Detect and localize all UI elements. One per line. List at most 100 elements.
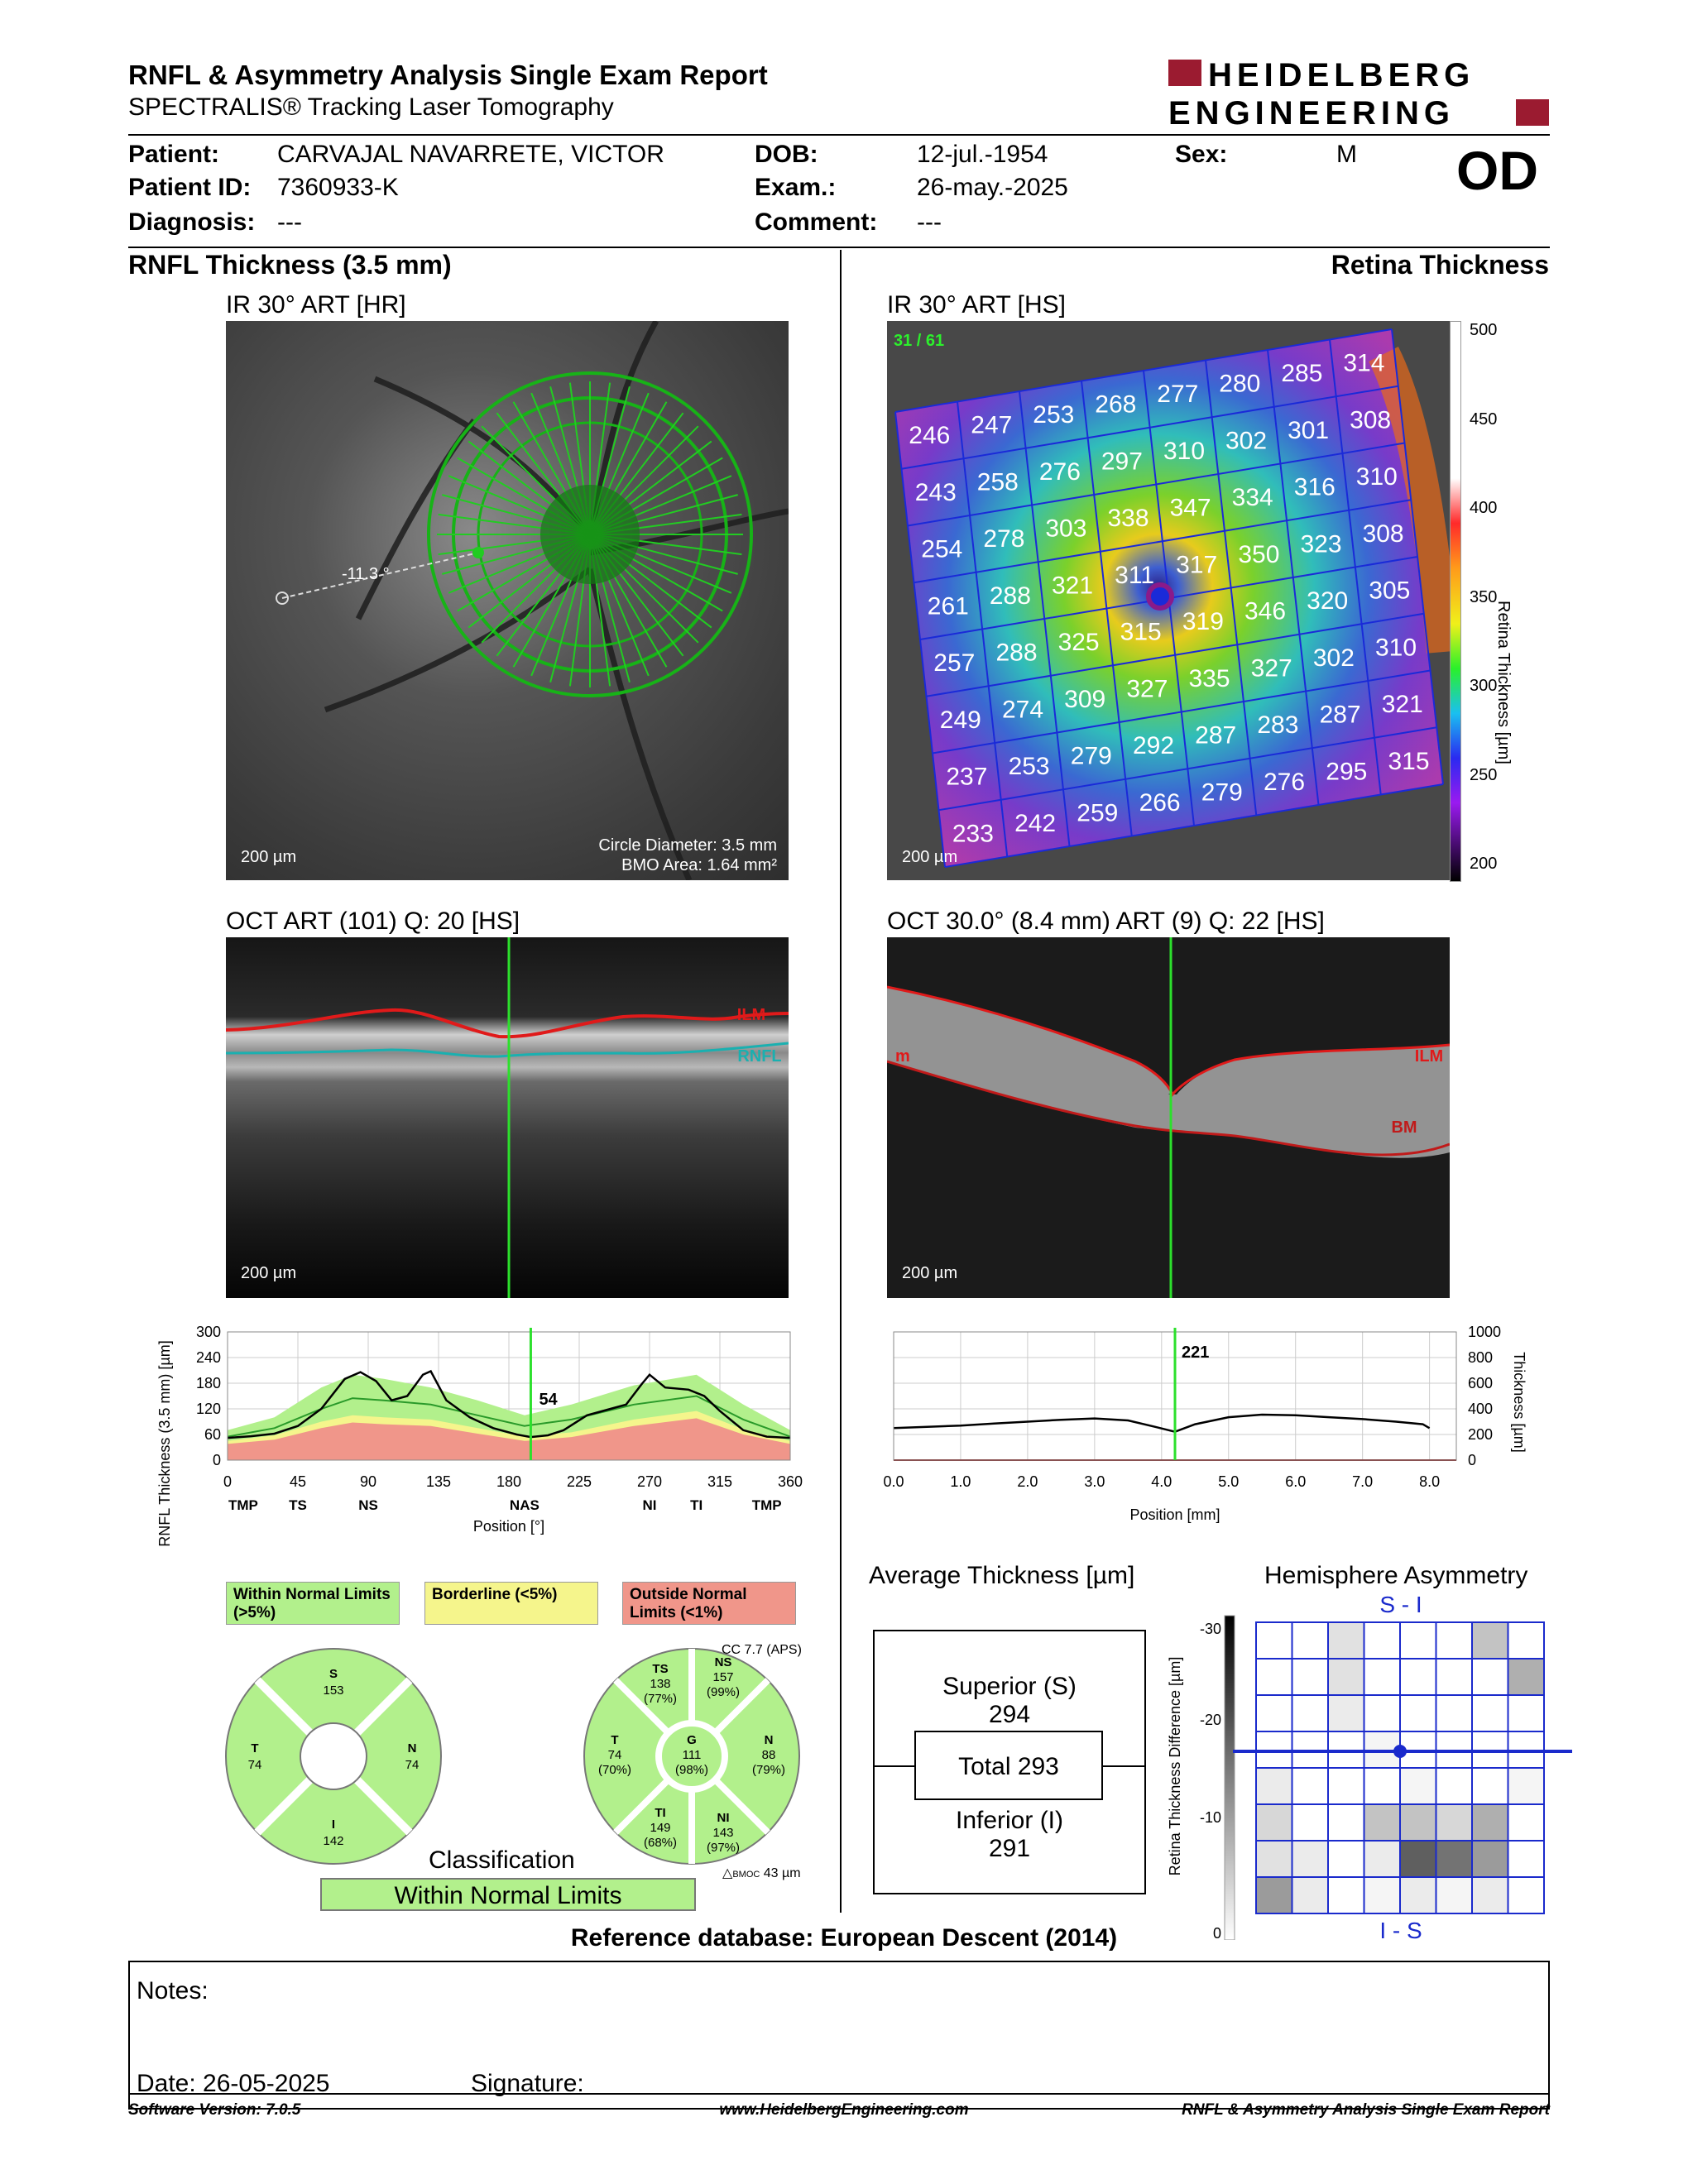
grid-cell-value: 279 — [1071, 743, 1112, 770]
grid-cell-value: 261 — [928, 592, 969, 620]
asym-cell — [1399, 1694, 1437, 1732]
retina-x-tick: 0.0 — [883, 1473, 904, 1490]
right-m-label: m — [895, 1047, 910, 1066]
average-box: Superior (S) 294 Total 293 Inferior (I) … — [873, 1630, 1146, 1894]
asym-cell — [1471, 1767, 1509, 1805]
asym-cell — [1255, 1803, 1293, 1842]
grid-cell-value: 310 — [1356, 463, 1398, 491]
right-ir-scale: 200 µm — [902, 848, 958, 866]
ir-angle-label: -11.3 ° — [342, 565, 390, 583]
asym-cell — [1507, 1767, 1545, 1805]
rnfl-y-tick: 120 — [196, 1401, 221, 1417]
grid-cell-value: 268 — [1095, 391, 1136, 419]
grid-cell-value: 276 — [1264, 769, 1305, 796]
rnfl-x-tick: 135 — [426, 1473, 451, 1490]
rnfl-x-tick: 225 — [567, 1473, 592, 1490]
classification-result: Within Normal Limits — [320, 1878, 696, 1911]
asym-fovea-marker — [1393, 1745, 1407, 1758]
left-oct-bscan[interactable]: ILM RNFL 200 µm — [226, 937, 789, 1298]
sector6-ts-label: TS — [652, 1662, 668, 1676]
asym-cell — [1363, 1840, 1401, 1878]
asym-cell — [1507, 1621, 1545, 1660]
rnfl-y-tick: 0 — [213, 1452, 221, 1468]
asymmetry-title: Hemisphere Asymmetry — [1264, 1562, 1528, 1589]
patient-id-label: Patient ID: — [128, 174, 252, 201]
grid-line — [944, 783, 1444, 868]
asym-cell — [1291, 1621, 1329, 1660]
asym-cell — [1363, 1876, 1401, 1914]
notes-box[interactable]: Notes: Date: 26-05-2025 Signature: — [128, 1961, 1550, 2110]
retina-y-tick: 600 — [1468, 1375, 1493, 1391]
retina-y-tick: 800 — [1468, 1349, 1493, 1366]
sector6-ti-label: TI — [655, 1806, 665, 1820]
grid-cell-value: 310 — [1375, 634, 1417, 661]
asym-bottom-label: I - S — [1379, 1918, 1422, 1940]
retina-x-label: Position [mm] — [1129, 1506, 1220, 1523]
asym-scale-tick: 0 — [1213, 1925, 1221, 1940]
grid-cell-value: 292 — [1133, 732, 1174, 759]
left-ir-fundus-image[interactable]: -11.3 ° 200 µm Circle Diameter: 3.5 mm B… — [226, 321, 789, 880]
grid-cell-value: 311 — [1115, 562, 1154, 589]
right-ir-thickness-map[interactable]: 246 247 253 268 277 280 285 314 243 258 276 297 310 3… — [887, 321, 1450, 880]
rnfl-chart-ylabel: RNFL Thickness (3.5 mm) [µm] — [156, 1340, 173, 1546]
grid-line — [932, 669, 1431, 754]
asym-cell — [1291, 1840, 1329, 1878]
grid-cell-value: 274 — [1002, 696, 1043, 723]
sector6-ns-label: NS — [715, 1655, 732, 1669]
grid-cell-value: 320 — [1307, 587, 1348, 615]
asym-cell — [1399, 1840, 1437, 1878]
software-version: Software Version: 7.0.5 — [128, 2101, 301, 2119]
rnfl-x-tick: 315 — [707, 1473, 732, 1490]
circle-diameter: Circle Diameter: 3.5 mm — [598, 836, 777, 855]
superior-value: 294 — [988, 1701, 1031, 1728]
footer-url[interactable]: www.HeidelbergEngineering.com — [719, 2101, 969, 2119]
classification-title: Classification — [429, 1846, 575, 1874]
asym-cell — [1435, 1621, 1473, 1660]
retina-x-tick: 1.0 — [950, 1473, 971, 1490]
rnfl-x-tick: 45 — [290, 1473, 306, 1490]
colorbar-tick: 200 — [1470, 855, 1498, 873]
rnfl-y-tick: 60 — [204, 1426, 221, 1443]
sector4-s-label: S — [329, 1667, 338, 1681]
sector6-t-pct: (70%) — [598, 1763, 631, 1777]
inferior-label: Inferior (I) — [955, 1807, 1064, 1834]
left-rnfl-label: RNFL — [737, 1047, 781, 1066]
right-bm-label: BM — [1391, 1118, 1417, 1137]
right-oct-bscan[interactable]: ILM BM m 200 µm — [887, 937, 1450, 1298]
cc-aps: CC 7.7 (APS) — [722, 1643, 802, 1657]
right-ilm-label: ILM — [1415, 1047, 1443, 1066]
rnfl-x-tick: 180 — [496, 1473, 521, 1490]
grid-line — [1329, 339, 1382, 795]
sector6-ti-value: 149 — [650, 1821, 670, 1835]
retina-y-tick: 200 — [1468, 1426, 1493, 1443]
right-oct-scale: 200 µm — [902, 1264, 958, 1282]
bmoc-label: BMOC — [732, 1870, 760, 1880]
grid-cell-value: 334 — [1232, 484, 1273, 511]
colorbar-tick: 450 — [1470, 410, 1498, 429]
footer-rule — [128, 2093, 1550, 2095]
asym-cell — [1327, 1767, 1365, 1805]
grid-cell-value: 327 — [1251, 654, 1292, 682]
grid-cell-value: 315 — [1388, 748, 1429, 775]
grid-cell-value: 310 — [1163, 438, 1205, 465]
grid-cell-value: 338 — [1107, 505, 1149, 532]
sector6-ni-pct: (97%) — [707, 1841, 740, 1855]
retina-y-tick: 1000 — [1468, 1324, 1501, 1340]
sector4-i-label: I — [332, 1818, 335, 1832]
colorbar-tick: 500 — [1470, 321, 1498, 339]
legend-borderline: Borderline (<5%) — [424, 1582, 598, 1625]
grid-cell-value: 247 — [971, 412, 1012, 439]
asym-top-label: S - I — [1379, 1592, 1422, 1617]
sector4-n-label: N — [408, 1741, 417, 1755]
grid-cell-value: 350 — [1238, 541, 1279, 568]
grid-cell-value: 302 — [1225, 427, 1267, 454]
six-sector-chart: TS 138 (77%) NS 157 (99%) T 74 (70%) G 1… — [583, 1648, 800, 1865]
report-title: RNFL & Asymmetry Analysis Single Exam Re… — [128, 60, 768, 90]
grid-line — [1267, 349, 1320, 806]
retina-x-tick: 7.0 — [1352, 1473, 1373, 1490]
rnfl-cursor-value: 54 — [539, 1391, 558, 1409]
patient-name: CARVAJAL NAVARRETE, VICTOR — [277, 141, 664, 168]
grid-cell-value: 279 — [1201, 778, 1243, 806]
asym-cell — [1255, 1658, 1293, 1696]
rnfl-sector-tick: TS — [289, 1497, 307, 1513]
